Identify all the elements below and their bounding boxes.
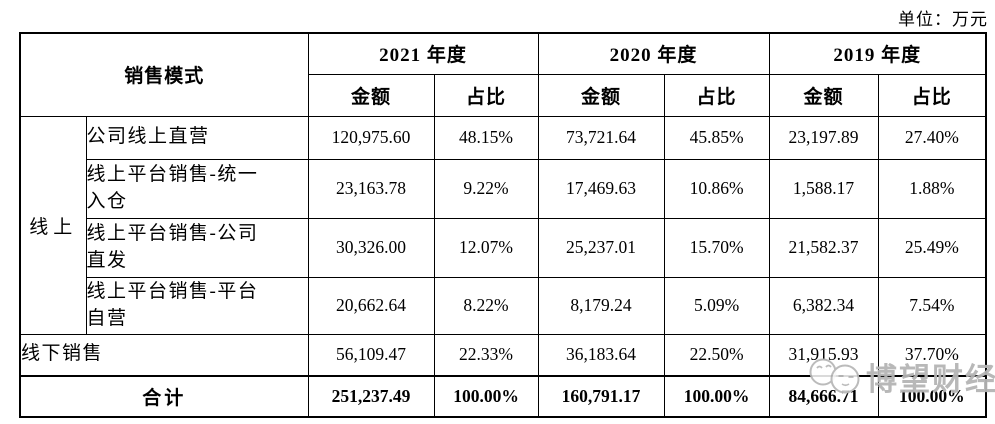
table-row: 线上平台销售-平台 自营 20,662.64 8.22% 8,179.24 5.… [20, 276, 987, 335]
header-row-metrics: 金额 占比 金额 占比 金额 占比 [20, 73, 987, 117]
ratio-cell: 10.86% [663, 158, 770, 219]
ratio-cell: 22.50% [663, 333, 770, 377]
header-amount-2021: 金额 [307, 73, 435, 117]
amount-cell: 36,183.64 [537, 333, 665, 377]
header-ratio-2019: 占比 [877, 73, 987, 117]
row-label-platform-self-operated: 线上平台销售-平台 自营 [85, 276, 309, 335]
amount-cell: 17,469.63 [537, 158, 665, 219]
header-ratio-2020: 占比 [663, 73, 770, 117]
amount-cell: 23,163.78 [307, 158, 435, 219]
table-row-total: 合计 251,237.49 100.00% 160,791.17 100.00%… [19, 375, 987, 418]
amount-cell: 23,197.89 [768, 115, 879, 160]
header-amount-2019: 金额 [768, 73, 879, 117]
header-sales-mode: 销售模式 [19, 32, 309, 117]
ratio-cell: 100.00% [663, 375, 770, 418]
row-label-platform-warehouse: 线上平台销售-统一 入仓 [85, 158, 309, 219]
amount-cell: 31,915.93 [768, 333, 879, 377]
unit-label: 单位：万元 [898, 10, 988, 29]
header-year-2020: 2020 年度 [537, 32, 770, 75]
row-label-offline-sales: 线下销售 [19, 333, 309, 377]
table-row: 线上平台销售-公司 直发 30,326.00 12.07% 25,237.01 … [20, 217, 987, 278]
table-row-offline: 线下销售 56,109.47 22.33% 36,183.64 22.50% 3… [19, 333, 987, 377]
amount-cell: 21,582.37 [768, 217, 879, 278]
row-label-total: 合计 [19, 375, 309, 418]
group-online-cell: 线上 [19, 115, 87, 335]
ratio-cell: 27.40% [877, 115, 987, 160]
ratio-cell: 12.07% [433, 217, 539, 278]
amount-cell: 160,791.17 [537, 375, 665, 418]
amount-cell: 56,109.47 [307, 333, 435, 377]
header-year-2019: 2019 年度 [768, 32, 987, 75]
amount-cell: 30,326.00 [307, 217, 435, 278]
amount-cell: 8,179.24 [537, 276, 665, 335]
amount-cell: 25,237.01 [537, 217, 665, 278]
amount-cell: 251,237.49 [307, 375, 435, 418]
row-label-platform-company-ship: 线上平台销售-公司 直发 [85, 217, 309, 278]
amount-cell: 84,666.71 [768, 375, 879, 418]
ratio-cell: 25.49% [877, 217, 987, 278]
ratio-cell: 100.00% [433, 375, 539, 418]
amount-cell: 73,721.64 [537, 115, 665, 160]
table-row: 线上 公司线上直营 120,975.60 48.15% 73,721.64 45… [19, 115, 987, 335]
ratio-cell: 48.15% [433, 115, 539, 160]
table-row: 线上平台销售-统一 入仓 23,163.78 9.22% 17,469.63 1… [20, 158, 987, 219]
row-label-direct-online: 公司线上直营 [85, 115, 309, 160]
sales-mode-table: 销售模式 2021 年度 2020 年度 2019 年度 金额 占比 金额 占比… [19, 32, 988, 418]
header-year-2021: 2021 年度 [307, 32, 539, 75]
amount-cell: 6,382.34 [768, 276, 879, 335]
header-amount-2020: 金额 [537, 73, 665, 117]
ratio-cell: 5.09% [663, 276, 770, 335]
ratio-cell: 9.22% [433, 158, 539, 219]
ratio-cell: 1.88% [877, 158, 987, 219]
ratio-cell: 45.85% [663, 115, 770, 160]
amount-cell: 20,662.64 [307, 276, 435, 335]
amount-cell: 120,975.60 [307, 115, 435, 160]
ratio-cell: 100.00% [877, 375, 987, 418]
ratio-cell: 7.54% [877, 276, 987, 335]
header-ratio-2021: 占比 [433, 73, 539, 117]
ratio-cell: 22.33% [433, 333, 539, 377]
amount-cell: 1,588.17 [768, 158, 879, 219]
ratio-cell: 15.70% [663, 217, 770, 278]
header-row-years: 销售模式 2021 年度 2020 年度 2019 年度 [19, 32, 987, 117]
ratio-cell: 37.70% [877, 333, 987, 377]
ratio-cell: 8.22% [433, 276, 539, 335]
